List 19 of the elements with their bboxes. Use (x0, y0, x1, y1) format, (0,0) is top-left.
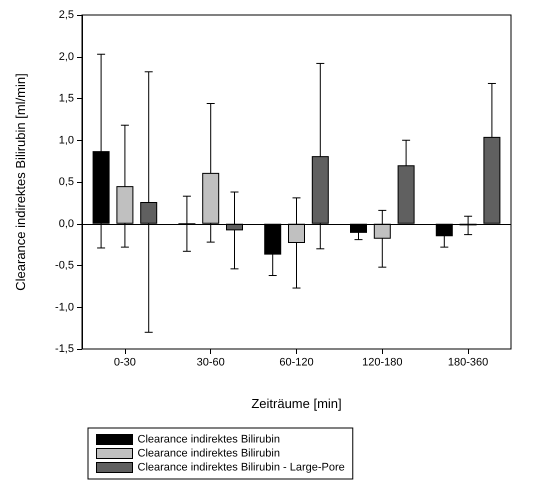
y-tick-label: 2,5 (58, 9, 74, 21)
y-tick-label: -0,5 (55, 260, 74, 272)
x-tick-label: 60-120 (279, 356, 314, 368)
y-tick-label: -1,0 (55, 301, 74, 314)
legend-label: Clearance indirektes Bilirubin - Large-Pore (138, 462, 345, 474)
y-tick-label: 0,5 (58, 176, 74, 188)
x-tick-label: 30-60 (196, 356, 225, 368)
x-tick-label: 180-360 (448, 356, 488, 368)
y-tick-label: -1,5 (55, 343, 74, 355)
y-axis-title: Clearance indirektes Bilirubin [ml/min] (13, 73, 28, 291)
y-tick-label: 1,5 (58, 92, 74, 104)
legend-label: Clearance indirektes Bilirubin (138, 434, 280, 446)
x-axis-title: Zeiträume [min] (251, 396, 342, 411)
x-tick-label: 0-30 (114, 356, 136, 368)
y-tick-label: 2,0 (58, 50, 74, 63)
x-tick-label: 120-180 (362, 356, 402, 368)
y-tick-label: 0,0 (58, 218, 74, 230)
y-tick-label: 1,0 (58, 134, 74, 146)
legend-label: Clearance indirektes Bilirubin (138, 448, 280, 460)
